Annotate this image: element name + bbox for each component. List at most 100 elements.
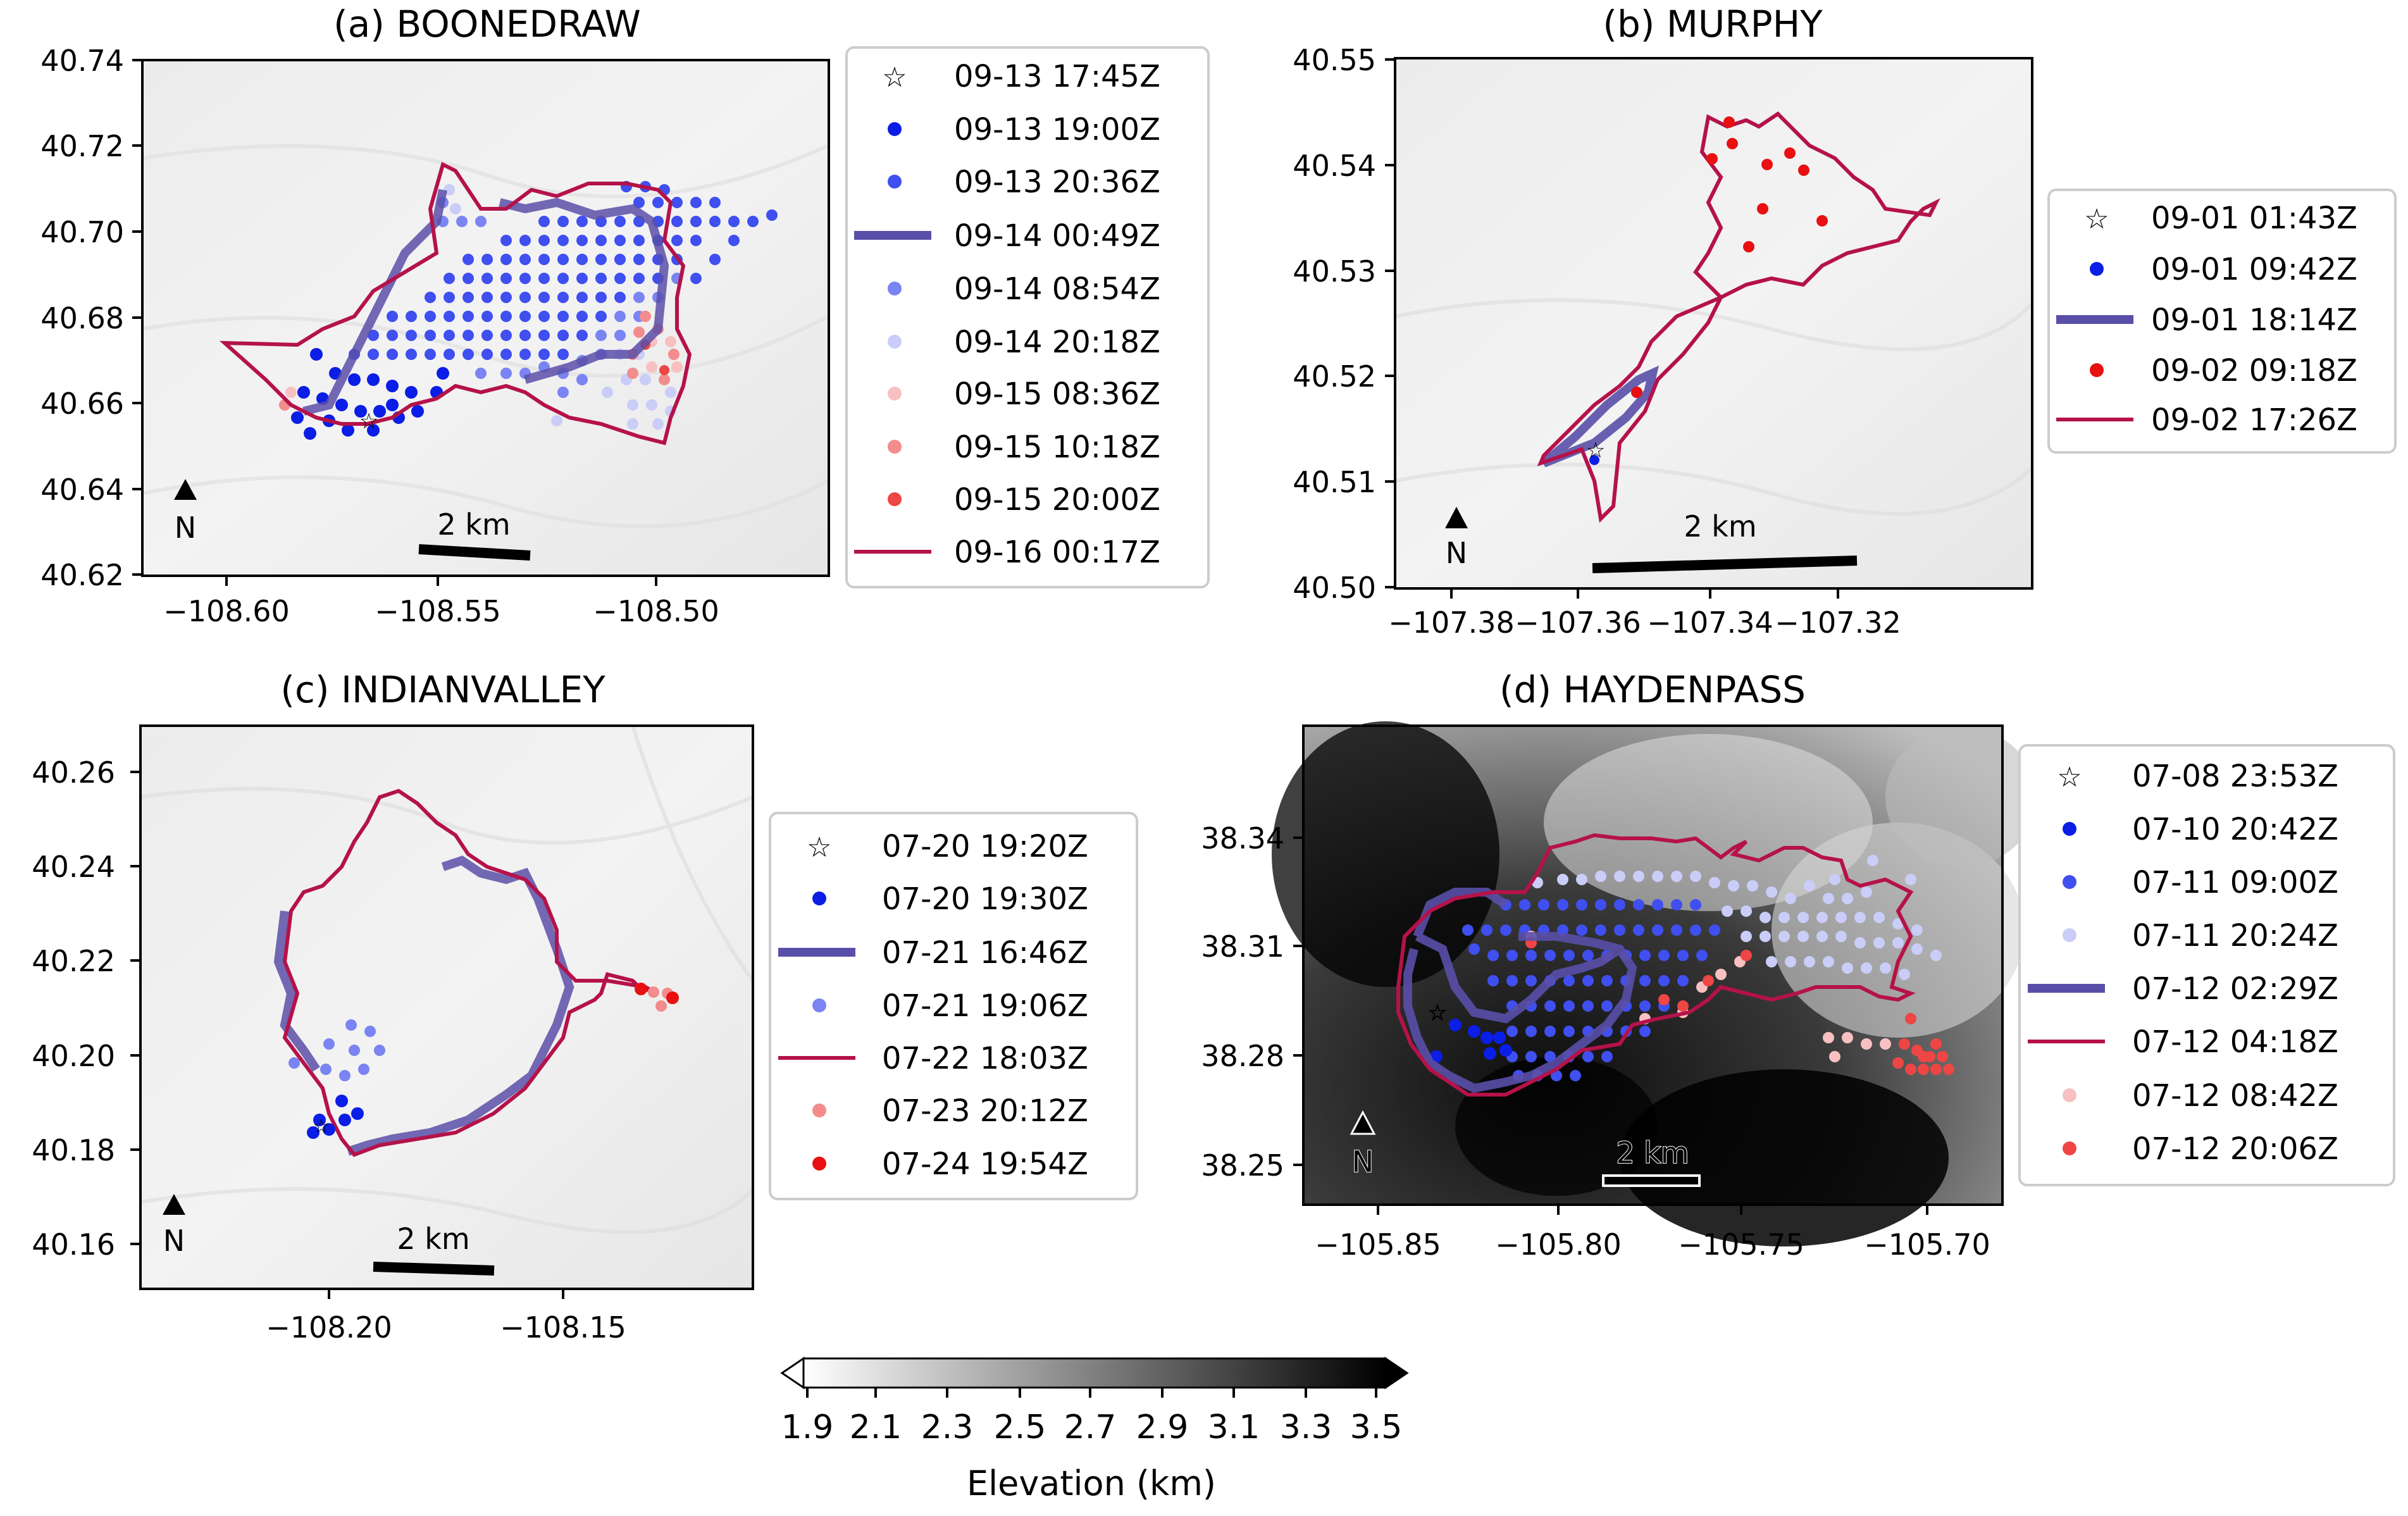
x-tick-label: −107.38 — [1388, 606, 1515, 640]
ignition-star: ☆ — [313, 1115, 330, 1138]
legend-dot — [812, 998, 826, 1012]
elevation-contours — [142, 144, 830, 528]
north-label: N — [1446, 536, 1467, 570]
legend-label: 09-16 00:17Z — [954, 535, 1160, 570]
x-tick-label: −105.70 — [1864, 1227, 1990, 1262]
colorbar-gradient — [802, 1357, 1387, 1389]
x-tick-label: −108.55 — [375, 594, 501, 628]
y-tick-label: 40.62 — [40, 558, 124, 592]
legend-label: 07-11 09:00Z — [2132, 865, 2338, 900]
colorbar-min-extend — [780, 1357, 805, 1389]
colorbar-ticks: 1.9 2.1 2.3 2.5 2.7 2.9 3.1 3.3 3.5 — [781, 1388, 1402, 1446]
x-tick-label: −108.60 — [163, 594, 290, 628]
x-axis: −108.60 −108.55 −108.50 — [163, 576, 719, 628]
panel-b: (b) MURPHY ☆ N 2 km 40.55 — [1293, 3, 2397, 640]
legend-label: 09-01 09:42Z — [2151, 252, 2357, 287]
scale-bar: 2 km — [373, 1222, 495, 1276]
dots-09-02-0918 — [1631, 116, 1828, 398]
legend-label: 07-12 02:29Z — [2132, 971, 2338, 1007]
ignition-star: ☆ — [1428, 1000, 1447, 1026]
map-background — [1395, 58, 2032, 588]
colorbar-tick-label: 2.1 — [850, 1408, 902, 1446]
x-tick-label: −107.36 — [1515, 606, 1641, 640]
x-tick-label: −105.75 — [1678, 1227, 1804, 1262]
y-tick-label: 40.16 — [32, 1227, 115, 1262]
legend-star: ☆ — [882, 61, 907, 94]
legend-label: 09-13 20:36Z — [954, 165, 1160, 200]
legend-dot — [812, 1157, 826, 1171]
scale-bar: 2 km — [418, 507, 531, 561]
legend-star: ☆ — [2057, 761, 2082, 793]
legend-box — [769, 812, 1138, 1200]
burned-dot-grid — [1430, 855, 1954, 1081]
north-arrow: N — [1350, 1110, 1376, 1179]
dots-07-20-1930 — [307, 1095, 364, 1139]
y-tick-label: 38.34 — [1201, 821, 1284, 855]
legend-label: 07-20 19:20Z — [882, 829, 1088, 864]
y-tick-label: 40.51 — [1293, 465, 1376, 499]
elevation-contours — [140, 725, 755, 1234]
legend-dot — [888, 387, 902, 401]
north-label: N — [175, 511, 196, 545]
legend-label: 07-23 20:12Z — [882, 1093, 1088, 1129]
perimeter-09-02-1726 — [1537, 111, 1940, 523]
legend-label: 09-02 09:18Z — [2151, 353, 2357, 388]
x-tick-label: −105.85 — [1315, 1227, 1441, 1262]
legend-label: 09-13 19:00Z — [954, 112, 1160, 147]
perimeter-07-12-0418 — [1396, 833, 1916, 1097]
legend-label: 09-13 17:45Z — [954, 59, 1160, 94]
axes-frame — [139, 724, 754, 1290]
legend-label: 09-01 01:43Z — [2151, 201, 2357, 236]
legend-dot — [812, 1103, 826, 1117]
y-tick-label: 40.26 — [32, 755, 115, 790]
y-tick-label: 40.64 — [40, 473, 124, 507]
dot-09-01-0942 — [1589, 455, 1599, 465]
y-tick-label: 40.74 — [40, 44, 124, 78]
legend-box — [845, 46, 1210, 588]
y-axis: 40.74 40.72 40.70 40.68 40.66 40.64 40.6… — [40, 44, 142, 592]
north-arrow: N — [1445, 507, 1468, 570]
legend-star: ☆ — [807, 831, 831, 864]
colorbar-tick-label: 2.7 — [1064, 1408, 1117, 1446]
y-tick-label: 40.54 — [1293, 149, 1376, 183]
perimeter-09-01-1814 — [1541, 365, 1660, 468]
y-tick-label: 40.50 — [1293, 571, 1376, 605]
perimeter-07-21-1646 — [273, 855, 574, 1156]
panel-title: (c) INDIANVALLEY — [280, 668, 605, 711]
north-label: N — [163, 1224, 185, 1258]
colorbar-tick-label: 3.1 — [1208, 1408, 1260, 1446]
scalebar-label: 2 km — [1616, 1136, 1689, 1170]
legend-dot — [2090, 262, 2104, 276]
x-tick-label: −108.20 — [266, 1310, 392, 1345]
legend-label: 07-21 16:46Z — [882, 935, 1088, 971]
elevation-colorbar: 1.9 2.1 2.3 2.5 2.7 2.9 3.1 3.3 3.5 Elev… — [780, 1357, 1409, 1503]
legend-label: 07-08 23:53Z — [2132, 759, 2338, 794]
ignition-star: ☆ — [359, 409, 378, 434]
legend-label: 09-14 20:18Z — [954, 325, 1160, 360]
north-arrow: N — [174, 479, 197, 545]
legend-dot — [2063, 928, 2076, 942]
legend-label: 07-12 04:18Z — [2132, 1024, 2338, 1060]
legend-dot — [888, 335, 902, 349]
y-axis: 40.26 40.24 40.22 40.20 40.18 40.16 — [32, 755, 140, 1262]
dots-09-14-2018 — [444, 184, 676, 430]
legend-label: 09-01 18:14Z — [2151, 302, 2357, 338]
axes-frame — [1302, 724, 2004, 1206]
scale-bar: 2 km — [1602, 1135, 1701, 1187]
legend-label: 07-10 20:42Z — [2132, 812, 2338, 847]
y-tick-label: 38.28 — [1201, 1039, 1284, 1073]
perimeter-09-14-0049 — [302, 189, 669, 416]
legend-dot — [888, 440, 902, 454]
legend-dot — [888, 492, 902, 506]
legend-label: 07-20 19:30Z — [882, 881, 1088, 917]
colorbar-max-extend — [1384, 1357, 1409, 1389]
x-axis: −105.85 −105.80 −105.75 −105.70 — [1315, 1205, 1990, 1262]
legend-dot — [888, 122, 902, 136]
scalebar-label: 2 km — [397, 1222, 469, 1256]
colorbar-label: Elevation (km) — [967, 1463, 1216, 1503]
legend-dot — [812, 892, 826, 905]
x-tick-label: −107.32 — [1775, 606, 1901, 640]
legend-dot — [2063, 1141, 2076, 1155]
legend: ☆ 07-20 19:20Z 07-20 19:30Z 07-21 16:46Z… — [769, 812, 1138, 1200]
